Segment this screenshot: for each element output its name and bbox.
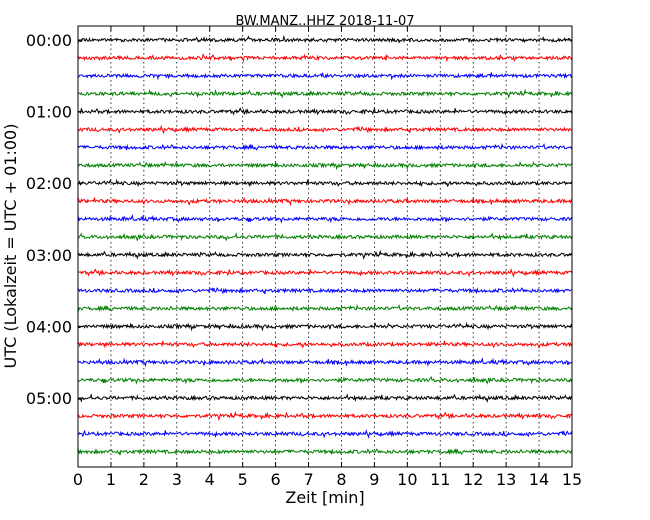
y-axis-label: UTC (Lokalzeit = UTC + 01:00) [1, 124, 20, 369]
x-tick-label: 11 [430, 470, 450, 489]
seismic-trace [77, 161, 573, 171]
seismic-trace [77, 196, 573, 207]
y-tick-label: 02:00 [26, 174, 72, 193]
seismic-trace [77, 213, 573, 224]
axis-ticks [77, 26, 573, 467]
y-tick-label: 04:00 [26, 317, 72, 336]
x-tick-label: 1 [106, 470, 116, 489]
seismic-trace [77, 375, 573, 385]
seismic-trace [77, 142, 573, 151]
seismic-trace [77, 357, 573, 368]
seismic-trace [77, 124, 573, 135]
seismic-trace [77, 72, 573, 81]
grid [110, 26, 540, 467]
x-axis-label: Zeit [min] [285, 488, 364, 507]
seismic-trace [77, 321, 573, 332]
seismic-trace [77, 107, 573, 116]
y-tick-label: 03:00 [26, 246, 72, 265]
y-tick-label: 00:00 [26, 31, 72, 50]
seismic-trace [77, 88, 573, 99]
seismic-trace [77, 287, 573, 295]
x-tick-label: 0 [73, 470, 83, 489]
x-tick-label: 12 [463, 470, 483, 489]
seismic-trace [77, 340, 573, 350]
seismic-trace [77, 393, 573, 403]
y-tick-label: 05:00 [26, 389, 72, 408]
x-tick-label: 4 [205, 470, 215, 489]
x-tick-label: 5 [238, 470, 248, 489]
seismic-trace [77, 232, 573, 242]
seismic-trace [77, 267, 573, 278]
x-tick-label: 6 [271, 470, 281, 489]
seismic-trace [77, 249, 573, 260]
x-tick-label: 13 [496, 470, 516, 489]
x-tick-label: 3 [172, 470, 182, 489]
plot-frame [77, 25, 573, 468]
seismic-trace [77, 303, 573, 313]
chart-title: BW.MANZ..HHZ 2018-11-07 [235, 14, 414, 29]
seismic-trace [77, 35, 573, 44]
x-tick-label: 7 [303, 470, 313, 489]
x-tick-label: 14 [529, 470, 549, 489]
x-tick-label: 10 [397, 470, 417, 489]
x-tick-label: 15 [562, 470, 582, 489]
x-tick-label: 8 [336, 470, 346, 489]
seismic-trace [77, 429, 573, 439]
seismic-trace [77, 448, 573, 456]
y-tick-label: 01:00 [26, 103, 72, 122]
x-axis-tick-labels: 0 1 2 3 4 5 6 7 8 9 10 11 12 13 14 15 [73, 470, 582, 489]
x-tick-label: 2 [139, 470, 149, 489]
seismic-traces [77, 35, 573, 456]
seismic-trace [77, 178, 573, 188]
x-tick-label: 9 [369, 470, 379, 489]
y-axis-tick-labels: 00:00 01:00 02:00 03:00 04:00 05:00 [26, 31, 72, 408]
seismic-trace [77, 410, 573, 421]
seismic-trace [77, 53, 573, 63]
